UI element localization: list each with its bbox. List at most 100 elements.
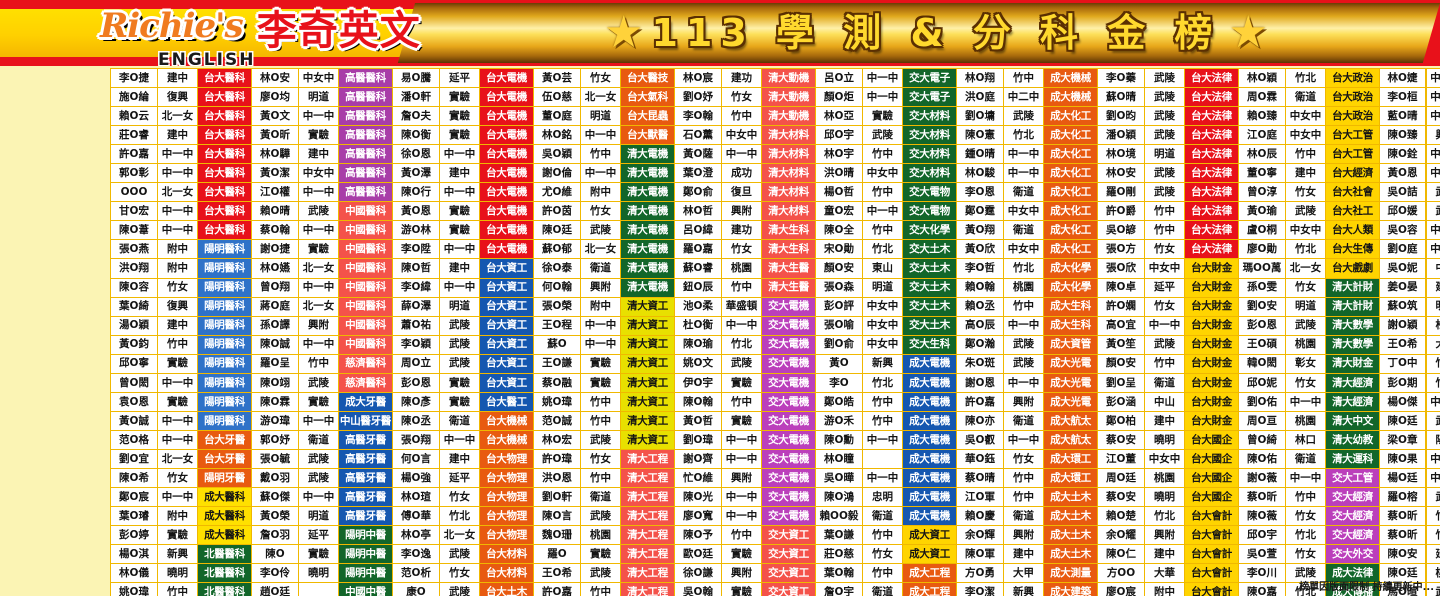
student-name-cell: 陳O憲 — [956, 125, 1003, 145]
student-name-cell: 廖O均 — [251, 87, 298, 107]
table-row: 潘O穎 武陵 台大法律 — [1097, 125, 1238, 145]
table-row: 謝O捷 實驗 中國醫科 — [251, 239, 392, 259]
student-name-cell: 何O言 — [392, 448, 439, 468]
table-row: 彭O恩 實驗 台大資工 — [392, 372, 533, 392]
student-name-cell: 許O瑋 — [533, 448, 580, 468]
department-badge: 交大土木 — [902, 315, 956, 335]
high-school-cell: 曉明 — [1144, 429, 1184, 449]
high-school-cell: 曉明 — [298, 563, 338, 583]
student-name-cell: 謝O捷 — [251, 239, 298, 259]
high-school-cell: 延平 — [1144, 277, 1184, 297]
high-school-cell: 竹中 — [298, 353, 338, 373]
high-school-cell: 竹中 — [1003, 467, 1043, 488]
high-school-cell: 北一女 — [580, 239, 620, 259]
table-row: 江O庭 中女中 台大工管 — [1238, 125, 1379, 145]
high-school-cell: 竹中 — [862, 182, 902, 202]
student-name-cell: 蔡O昕 — [1379, 525, 1426, 545]
table-row: 洪O晴 中女中 交大材料 — [815, 163, 956, 183]
table-row: 陳O光 中一中 交大電機 — [674, 487, 815, 507]
department-badge: 交大土木 — [902, 239, 956, 259]
student-name-cell: 鄭O俞 — [674, 182, 721, 202]
department-badge: 交大工管 — [1325, 467, 1379, 488]
department-badge: 交大資工 — [761, 525, 815, 545]
department-badge: 清大工程 — [620, 487, 674, 507]
high-school-cell: 中一中 — [1426, 87, 1440, 107]
student-name-cell: 孫O雯 — [1238, 277, 1285, 297]
table-row: 潘O軒 實驗 台大電機 — [392, 87, 533, 107]
student-name-cell: 李O穎 — [392, 334, 439, 354]
department-badge: 成大環工 — [1043, 467, 1097, 488]
table-row: 林O亞 實驗 交大材料 — [815, 106, 956, 126]
table-row: 賴O翰 桃園 成大化學 — [956, 277, 1097, 297]
department-badge: 清大工程 — [620, 582, 674, 596]
high-school-cell: 衛道 — [1144, 372, 1184, 392]
department-badge: 清大資工 — [620, 334, 674, 354]
student-name-cell: 黃O榮 — [251, 506, 298, 526]
high-school-cell: 武陵 — [439, 582, 479, 596]
table-row: 劉O庭中女中政大法律 — [1379, 239, 1440, 259]
student-name-cell: 劉O俞 — [815, 334, 862, 354]
student-name-cell: 蔡O昕 — [1238, 487, 1285, 507]
high-school-cell: 中二中 — [1426, 391, 1440, 411]
department-badge: 陽明醫科 — [197, 296, 251, 316]
student-name-cell: 邱O媛 — [1379, 201, 1426, 221]
department-badge: 台大電機 — [479, 106, 533, 126]
department-badge: 成大電機 — [902, 467, 956, 488]
table-row: 李O逸 武陵 台大材料 — [392, 544, 533, 564]
student-name-cell: 童O宏 — [815, 201, 862, 221]
table-row: 葉O謙 竹中 成大資工 — [815, 525, 956, 545]
logo-chinese-text: 李奇英文 — [256, 8, 421, 54]
table-row: 范O析 竹女 台大材料 — [392, 563, 533, 583]
student-name-cell: 洪O恩 — [533, 467, 580, 488]
high-school-cell: 實驗 — [862, 106, 902, 126]
department-badge: 清大計財 — [1325, 277, 1379, 297]
student-name-cell: 孫O譯 — [251, 315, 298, 335]
high-school-cell: 中一中 — [1003, 429, 1043, 449]
student-name-cell: 賴OO毅 — [815, 506, 862, 526]
high-school-cell: 明道 — [1285, 296, 1325, 316]
high-school-cell: 竹北 — [1003, 125, 1043, 145]
high-school-cell: 建中 — [439, 258, 479, 278]
department-badge: 高醫牙醫 — [338, 448, 392, 468]
high-school-cell: 興附 — [1426, 125, 1440, 145]
table-row: 施O綸 復興 台大醫科 — [110, 87, 251, 107]
table-row: 彭O評 中女中 交大土木 — [815, 296, 956, 316]
high-school-cell: 武陵 — [580, 220, 620, 240]
result-column-group: 黃O芸 竹女 台大醫技 伍O慈 北一女 台大氣科 董O庭 明道 台大昆蟲 林O銘 中一中 台大獸醫 吳O… — [533, 68, 674, 596]
department-badge: 清大電機 — [620, 182, 674, 202]
department-badge: 高醫醫科 — [338, 68, 392, 88]
student-name-cell: 楊O哲 — [815, 182, 862, 202]
student-name-cell: 王O希 — [533, 563, 580, 583]
table-row: 周O亘 桃園 清大中文 — [1238, 410, 1379, 430]
table-row: 陳O軍 建中 成大土木 — [956, 544, 1097, 564]
brand-logo[interactable]: Richie's ENGLISH 李奇英文 — [100, 2, 421, 66]
student-name-cell: 董O庭 — [533, 106, 580, 126]
high-school-cell: 武陵 — [1003, 106, 1043, 126]
table-row: 陳O言 武陵 清大工程 — [533, 506, 674, 526]
high-school-cell: 竹中 — [721, 525, 761, 545]
student-name-cell: 姜O晏 — [1379, 277, 1426, 297]
table-row: 范O格 中一中 台大牙醫 — [110, 429, 251, 449]
department-badge: 高醫醫科 — [338, 144, 392, 164]
high-school-cell: 衛道 — [1003, 410, 1043, 430]
student-name-cell: 林O銘 — [533, 125, 580, 145]
student-name-cell: 蔣O庭 — [251, 296, 298, 316]
department-badge: 成大土木 — [1043, 544, 1097, 564]
table-row: 李O捷 建中 台大醫科 — [110, 68, 251, 88]
high-school-cell: 武陵 — [298, 467, 338, 488]
high-school-cell: 中女中 — [298, 68, 338, 88]
high-school-cell: 中一中 — [298, 410, 338, 430]
high-school-cell: 松山 — [1426, 315, 1440, 335]
department-badge: 台大電機 — [479, 68, 533, 88]
department-badge: 陽明中醫 — [338, 525, 392, 545]
table-row: 池O柔 華盛頓 交大電機 — [674, 296, 815, 316]
table-row: 童O宏 中一中 交大電物 — [815, 201, 956, 221]
student-name-cell: 徐O謙 — [674, 563, 721, 583]
department-badge: 成大資工 — [902, 525, 956, 545]
high-school-cell: 北一女 — [298, 258, 338, 278]
student-name-cell: 周O霖 — [1238, 87, 1285, 107]
table-row: 許O爵 竹中 台大法律 — [1097, 201, 1238, 221]
department-badge: 清大動機 — [761, 106, 815, 126]
table-row: 劉O宜 北一女 台大牙醫 — [110, 448, 251, 468]
department-badge: 台大會計 — [1184, 506, 1238, 526]
